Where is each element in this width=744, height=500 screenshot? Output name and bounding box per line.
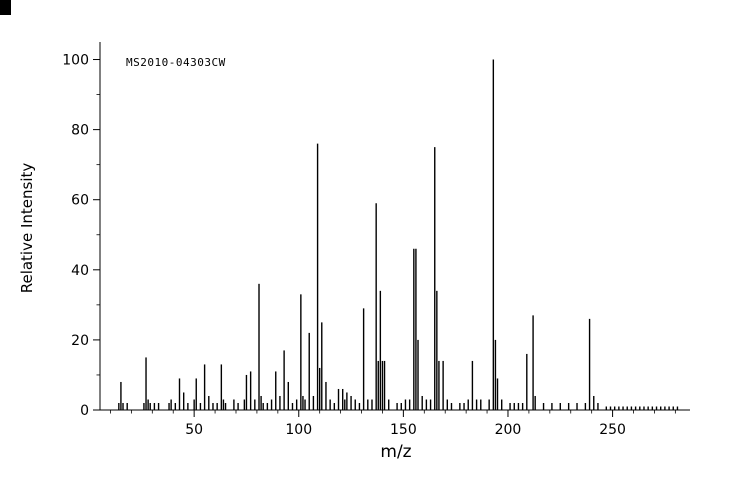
x-tick-label: 250	[599, 422, 626, 438]
x-tick-label: 150	[390, 422, 417, 438]
x-tick-label: 50	[185, 422, 203, 438]
y-tick-label: 20	[71, 333, 89, 349]
y-tick-label: 40	[71, 263, 89, 279]
x-axis-title: m/z	[0, 442, 744, 462]
corner-mark	[0, 0, 11, 15]
y-tick-label: 80	[71, 123, 89, 139]
x-tick-label: 200	[495, 422, 522, 438]
spectrum-id-label: MS2010-04303CW	[126, 56, 226, 69]
y-tick-label: 0	[80, 403, 89, 419]
x-tick-label: 100	[285, 422, 312, 438]
y-tick-label: 60	[71, 193, 89, 209]
y-tick-label: 100	[62, 53, 89, 69]
x-axis-title-text: m/z	[380, 442, 412, 462]
y-axis-title: Relative Intensity	[18, 162, 36, 294]
